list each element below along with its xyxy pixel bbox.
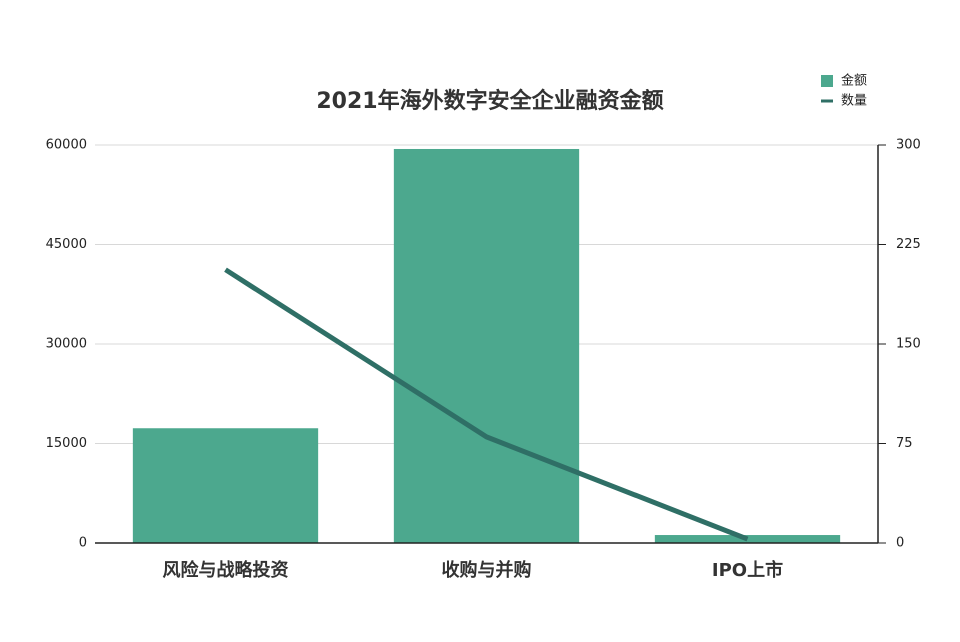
y2-tick-label: 0 bbox=[896, 536, 904, 551]
y2-tick-label: 225 bbox=[896, 237, 921, 252]
x-tick-label: IPO上市 bbox=[712, 559, 783, 581]
legend-label: 数量 bbox=[841, 94, 867, 109]
y-tick-label: 60000 bbox=[46, 138, 87, 153]
legend-label: 金额 bbox=[841, 73, 867, 89]
y-tick-label: 0 bbox=[79, 536, 87, 551]
bar bbox=[132, 428, 319, 543]
x-tick-label: 风险与战略投资 bbox=[163, 559, 289, 581]
legend-swatch bbox=[821, 75, 833, 87]
bar bbox=[393, 148, 580, 544]
line bbox=[224, 267, 749, 542]
y-tick-label: 30000 bbox=[46, 337, 87, 352]
chart-title: 2021年海外数字安全企业融资金额 bbox=[316, 88, 663, 114]
y2-tick-label: 300 bbox=[896, 138, 921, 153]
y-tick-label: 15000 bbox=[46, 436, 87, 451]
y2-tick-label: 75 bbox=[896, 436, 913, 451]
y2-tick-label: 150 bbox=[896, 337, 921, 352]
x-tick-label: 收购与并购 bbox=[442, 559, 532, 581]
y-tick-label: 45000 bbox=[46, 237, 87, 252]
